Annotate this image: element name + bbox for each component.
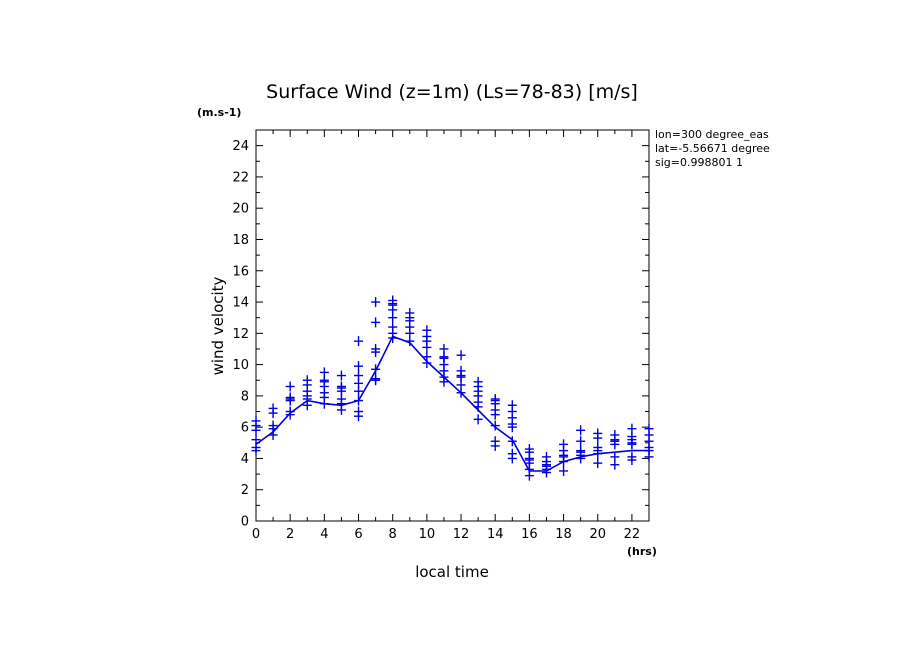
data-point <box>439 343 449 354</box>
data-point <box>456 350 466 361</box>
x-tick-label: 10 <box>419 527 436 542</box>
data-point <box>354 370 364 381</box>
data-point <box>285 406 295 417</box>
y-tick-label: 10 <box>232 358 249 373</box>
data-point <box>490 420 500 431</box>
x-tick-label: 8 <box>389 527 397 542</box>
data-point <box>559 465 569 476</box>
data-point <box>490 436 500 447</box>
data-point <box>627 451 637 462</box>
chart-title: Surface Wind (z=1m) (Ls=78-83) [m/s] <box>266 81 638 103</box>
x-tick-label: 6 <box>354 527 362 542</box>
plot-frame <box>255 129 650 522</box>
x-tick-label: 20 <box>589 527 606 542</box>
data-layer <box>251 295 654 481</box>
y-tick-label: 18 <box>232 233 249 248</box>
data-point <box>576 436 586 447</box>
data-point <box>371 343 381 354</box>
data-point <box>541 451 551 462</box>
x-tick-label: 16 <box>521 527 538 542</box>
data-point <box>593 458 603 469</box>
y-tick-label: 8 <box>241 389 249 404</box>
y-axis-label: wind velocity <box>209 276 227 375</box>
data-point <box>473 414 483 425</box>
data-point <box>268 403 278 414</box>
data-point <box>576 445 586 456</box>
data-point <box>371 364 381 375</box>
data-point <box>354 361 364 372</box>
data-point <box>490 394 500 405</box>
data-point <box>593 428 603 439</box>
data-point <box>627 423 637 434</box>
data-point <box>285 392 295 403</box>
x-tick-label: 0 <box>252 527 260 542</box>
x-tick-label: 2 <box>286 527 294 542</box>
info-line-lat: lat=-5.56671 degree <box>655 142 770 155</box>
data-point <box>456 365 466 376</box>
data-point <box>576 425 586 436</box>
x-axis-label: local time <box>415 563 489 581</box>
y-tick-label: 0 <box>241 515 249 530</box>
data-point <box>507 448 517 459</box>
data-point <box>371 373 381 384</box>
x-unit-label: (hrs) <box>627 545 657 558</box>
data-point <box>422 351 432 362</box>
data-point <box>610 451 620 462</box>
data-point <box>285 381 295 392</box>
data-point <box>388 295 398 306</box>
data-point <box>405 307 415 318</box>
y-tick-label: 12 <box>232 327 249 342</box>
info-line-sig: sig=0.998801 1 <box>655 156 743 169</box>
y-tick-label: 14 <box>232 296 249 311</box>
y-tick-label: 24 <box>232 139 249 154</box>
y-tick-label: 20 <box>232 202 249 217</box>
data-point <box>336 370 346 381</box>
data-point <box>371 317 381 328</box>
data-point <box>610 429 620 440</box>
data-point <box>644 423 654 434</box>
x-tick-label: 22 <box>624 527 641 542</box>
data-point <box>302 375 312 386</box>
data-point <box>251 415 261 426</box>
y-unit-label: (m.s-1) <box>197 106 241 119</box>
data-point <box>422 325 432 336</box>
data-point <box>371 297 381 308</box>
y-tick-label: 4 <box>241 452 249 467</box>
data-point <box>268 420 278 431</box>
x-tick-label: 14 <box>487 527 504 542</box>
data-point <box>354 395 364 406</box>
data-point <box>388 322 398 333</box>
x-tick-label: 4 <box>320 527 328 542</box>
mean-wind-line <box>255 335 649 472</box>
data-point <box>559 439 569 450</box>
axis-ticks <box>255 129 650 522</box>
data-point <box>336 381 346 392</box>
y-tick-label: 2 <box>241 483 249 498</box>
data-point <box>524 444 534 455</box>
data-point <box>473 376 483 387</box>
data-point <box>507 400 517 411</box>
y-tick-label: 22 <box>232 170 249 185</box>
data-point <box>354 406 364 417</box>
data-point <box>319 367 329 378</box>
info-line-lon: lon=300 degree_eas <box>655 128 769 141</box>
y-tick-label: 6 <box>241 421 249 436</box>
x-tick-label: 18 <box>555 527 572 542</box>
data-point <box>251 434 261 445</box>
data-point <box>593 442 603 453</box>
y-tick-label: 16 <box>232 264 249 279</box>
x-tick-label: 12 <box>453 527 470 542</box>
data-point <box>507 436 517 447</box>
data-point <box>354 336 364 347</box>
